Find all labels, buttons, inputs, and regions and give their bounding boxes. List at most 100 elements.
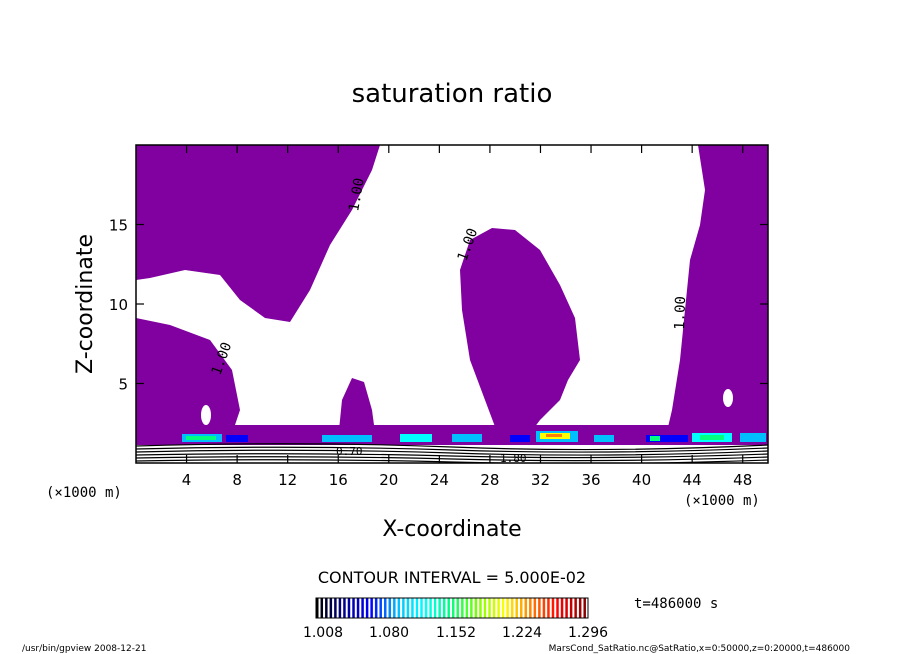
colorbar-swatch <box>510 598 514 618</box>
y-tick-label: 15 <box>109 217 128 235</box>
contour-region-center-small <box>338 378 376 440</box>
contour-label: 1.80 <box>500 452 527 465</box>
colorbar-swatch <box>565 598 568 618</box>
contour-region-center-large <box>460 228 580 440</box>
colorbar-tick-label: 1.296 <box>568 625 608 641</box>
x-tick-label: 28 <box>480 471 499 489</box>
x-tick-label: 32 <box>531 471 550 489</box>
colorbar-swatch <box>424 598 428 618</box>
colorbar-swatch <box>316 598 319 618</box>
colorbar-swatch <box>569 598 573 618</box>
colorbar-swatch <box>461 598 464 618</box>
time-label: t=486000 s <box>634 596 718 612</box>
colorbar-frame <box>315 597 589 619</box>
colorbar-ticks: 1.008 1.080 1.152 1.224 1.296 <box>303 625 608 641</box>
colorbar-swatch <box>447 598 450 618</box>
colorbar-swatch <box>515 598 518 618</box>
colorbar-swatch <box>334 598 337 618</box>
colorbar-swatch <box>506 598 509 618</box>
colorbar-swatch <box>343 598 346 618</box>
colorbar-swatch <box>361 598 364 618</box>
colorbar-swatch <box>578 598 582 618</box>
colorbar-swatch <box>402 598 405 618</box>
colorbar <box>316 598 586 618</box>
colorbar-swatch <box>438 598 441 618</box>
colorbar-tick-label: 1.080 <box>369 625 409 641</box>
contour-fill-layer <box>136 145 768 463</box>
colorbar-swatch <box>370 598 373 618</box>
colorbar-swatch <box>365 598 369 618</box>
colorbar-swatch <box>393 598 396 618</box>
colorbar-tick-label: 1.224 <box>502 625 542 641</box>
y-axis-unit: (×1000 m) <box>46 485 122 501</box>
colorbar-swatch <box>583 598 586 618</box>
contour-label: 0.70 <box>336 445 363 458</box>
x-axis-unit: (×1000 m) <box>684 493 760 509</box>
colorbar-swatch <box>388 598 392 618</box>
y-axis-ticks: 5 10 15 <box>109 217 768 394</box>
contour-region-left <box>136 145 380 322</box>
colorbar-swatch <box>488 598 491 618</box>
colorbar-swatch <box>492 598 496 618</box>
colorbar-swatch <box>501 598 505 618</box>
colorbar-swatch <box>420 598 423 618</box>
contour-region-right <box>665 145 768 440</box>
colorbar-swatch <box>325 598 328 618</box>
colorbar-swatch <box>551 598 555 618</box>
colorbar-swatch <box>384 598 387 618</box>
colorbar-swatch <box>474 598 478 618</box>
chart-title: saturation ratio <box>352 79 553 109</box>
x-tick-label: 40 <box>632 471 651 489</box>
x-tick-label: 12 <box>278 471 297 489</box>
colorbar-swatch <box>442 598 446 618</box>
colorbar-swatch <box>429 598 432 618</box>
colorbar-swatch <box>524 598 528 618</box>
contour-label: 1.00 <box>346 177 368 213</box>
colorbar-swatch <box>456 598 460 618</box>
supersaturation-patches <box>182 431 766 442</box>
footer-right: MarsCond_SatRatio.nc@SatRatio,x=0:50000,… <box>549 644 851 654</box>
colorbar-swatch <box>529 598 532 618</box>
colorbar-swatch <box>347 598 351 618</box>
colorbar-swatch <box>542 598 546 618</box>
colorbar-swatch <box>465 598 469 618</box>
footer-left: /usr/bin/gpview 2008-12-21 <box>22 644 146 654</box>
x-tick-label: 16 <box>329 471 348 489</box>
colorbar-swatch <box>352 598 355 618</box>
colorbar-tick-label: 1.008 <box>303 625 343 641</box>
colorbar-swatch <box>470 598 473 618</box>
x-axis-label: X-coordinate <box>382 517 521 542</box>
x-axis-ticks: 4 8 12 16 20 24 28 32 36 40 44 48 <box>182 145 752 489</box>
x-tick-label: 44 <box>683 471 702 489</box>
x-tick-label: 48 <box>733 471 752 489</box>
x-tick-label: 36 <box>581 471 600 489</box>
colorbar-swatch <box>415 598 419 618</box>
colorbar-swatch <box>433 598 437 618</box>
contour-label: 1.00 <box>672 296 689 330</box>
x-tick-label: 24 <box>430 471 449 489</box>
contour-labels: 1.00 1.00 1.00 1.00 0.70 1.80 <box>209 177 689 465</box>
colorbar-swatch <box>538 598 541 618</box>
colorbar-swatch <box>560 598 564 618</box>
surface-contour-lines <box>136 443 768 463</box>
colorbar-swatch <box>479 598 482 618</box>
colorbar-swatch <box>320 598 324 618</box>
y-tick-label: 5 <box>118 376 128 394</box>
y-axis-label: Z-coordinate <box>73 234 98 374</box>
colorbar-swatch <box>520 598 523 618</box>
colorbar-swatch <box>483 598 487 618</box>
colorbar-swatch <box>406 598 410 618</box>
colorbar-swatch <box>329 598 333 618</box>
x-tick-label: 20 <box>379 471 398 489</box>
x-tick-label: 8 <box>232 471 242 489</box>
colorbar-tick-label: 1.152 <box>436 625 476 641</box>
colorbar-swatch <box>356 598 360 618</box>
y-tick-label: 10 <box>109 296 128 314</box>
colorbar-swatch <box>497 598 500 618</box>
colorbar-swatch <box>547 598 550 618</box>
colorbar-swatch <box>533 598 537 618</box>
colorbar-swatch <box>574 598 577 618</box>
contour-interval: CONTOUR INTERVAL = 5.000E-02 <box>318 568 586 587</box>
colorbar-swatch <box>397 598 401 618</box>
